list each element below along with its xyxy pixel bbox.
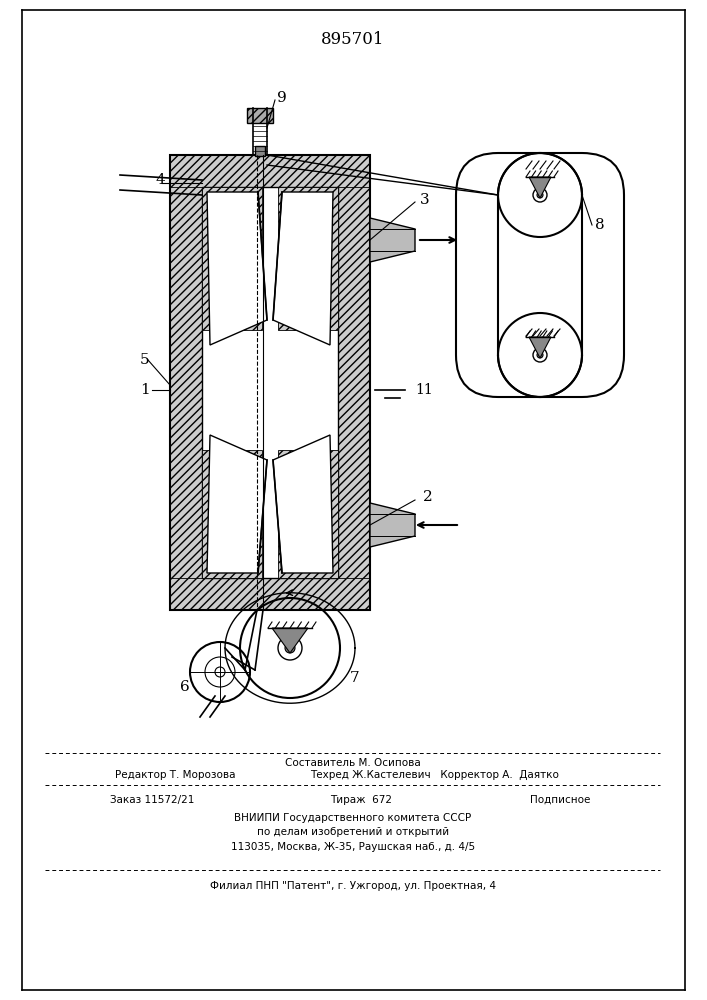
Bar [202,187,338,578]
Text: 7: 7 [350,671,360,685]
Polygon shape [278,187,338,330]
Text: 895701: 895701 [321,31,385,48]
Text: 5: 5 [140,353,150,367]
Polygon shape [529,177,551,198]
Text: Заказ 11572/21: Заказ 11572/21 [110,795,194,805]
Text: Составитель М. Осипова: Составитель М. Осипова [285,758,421,768]
Polygon shape [370,218,415,262]
Text: Техред Ж.Кастелевич   Корректор А.  Даятко: Техред Ж.Кастелевич Корректор А. Даятко [310,770,559,780]
Bar [170,155,370,610]
Polygon shape [207,192,267,345]
Polygon shape [370,503,415,547]
Polygon shape [202,450,262,578]
Text: Редактор Т. Морозова: Редактор Т. Морозова [115,770,235,780]
Text: 4: 4 [155,173,165,187]
Polygon shape [202,187,262,330]
Text: 3: 3 [420,193,430,207]
Bar [170,578,370,610]
Polygon shape [529,337,551,358]
Text: 113035, Москва, Ж-35, Раушская наб., д. 4/5: 113035, Москва, Ж-35, Раушская наб., д. … [231,842,475,852]
Bar [170,155,202,610]
Bar [255,146,265,156]
Text: 6: 6 [180,680,190,694]
Text: по делам изобретений и открытий: по делам изобретений и открытий [257,827,449,837]
Circle shape [537,192,543,198]
Circle shape [533,188,547,202]
Polygon shape [272,628,308,653]
Text: Филиал ПНП "Патент", г. Ужгород, ул. Проектная, 4: Филиал ПНП "Патент", г. Ужгород, ул. Про… [210,881,496,891]
Polygon shape [273,192,333,345]
Circle shape [537,352,543,358]
Text: 9: 9 [277,91,287,105]
Circle shape [215,667,225,677]
Bar [247,108,273,123]
Circle shape [278,636,302,660]
Polygon shape [273,435,333,573]
Text: Подписное: Подписное [530,795,590,805]
Bar [170,155,370,187]
Text: Тираж  672: Тираж 672 [330,795,392,805]
Text: 1: 1 [140,383,150,397]
Polygon shape [278,450,338,578]
Polygon shape [207,435,267,573]
Text: 11: 11 [415,383,433,397]
Text: 2: 2 [423,490,433,504]
Text: 8: 8 [595,218,604,232]
Circle shape [285,643,295,653]
Text: ВНИИПИ Государственного комитета СССР: ВНИИПИ Государственного комитета СССР [235,813,472,823]
Bar [338,155,370,610]
Circle shape [533,348,547,362]
